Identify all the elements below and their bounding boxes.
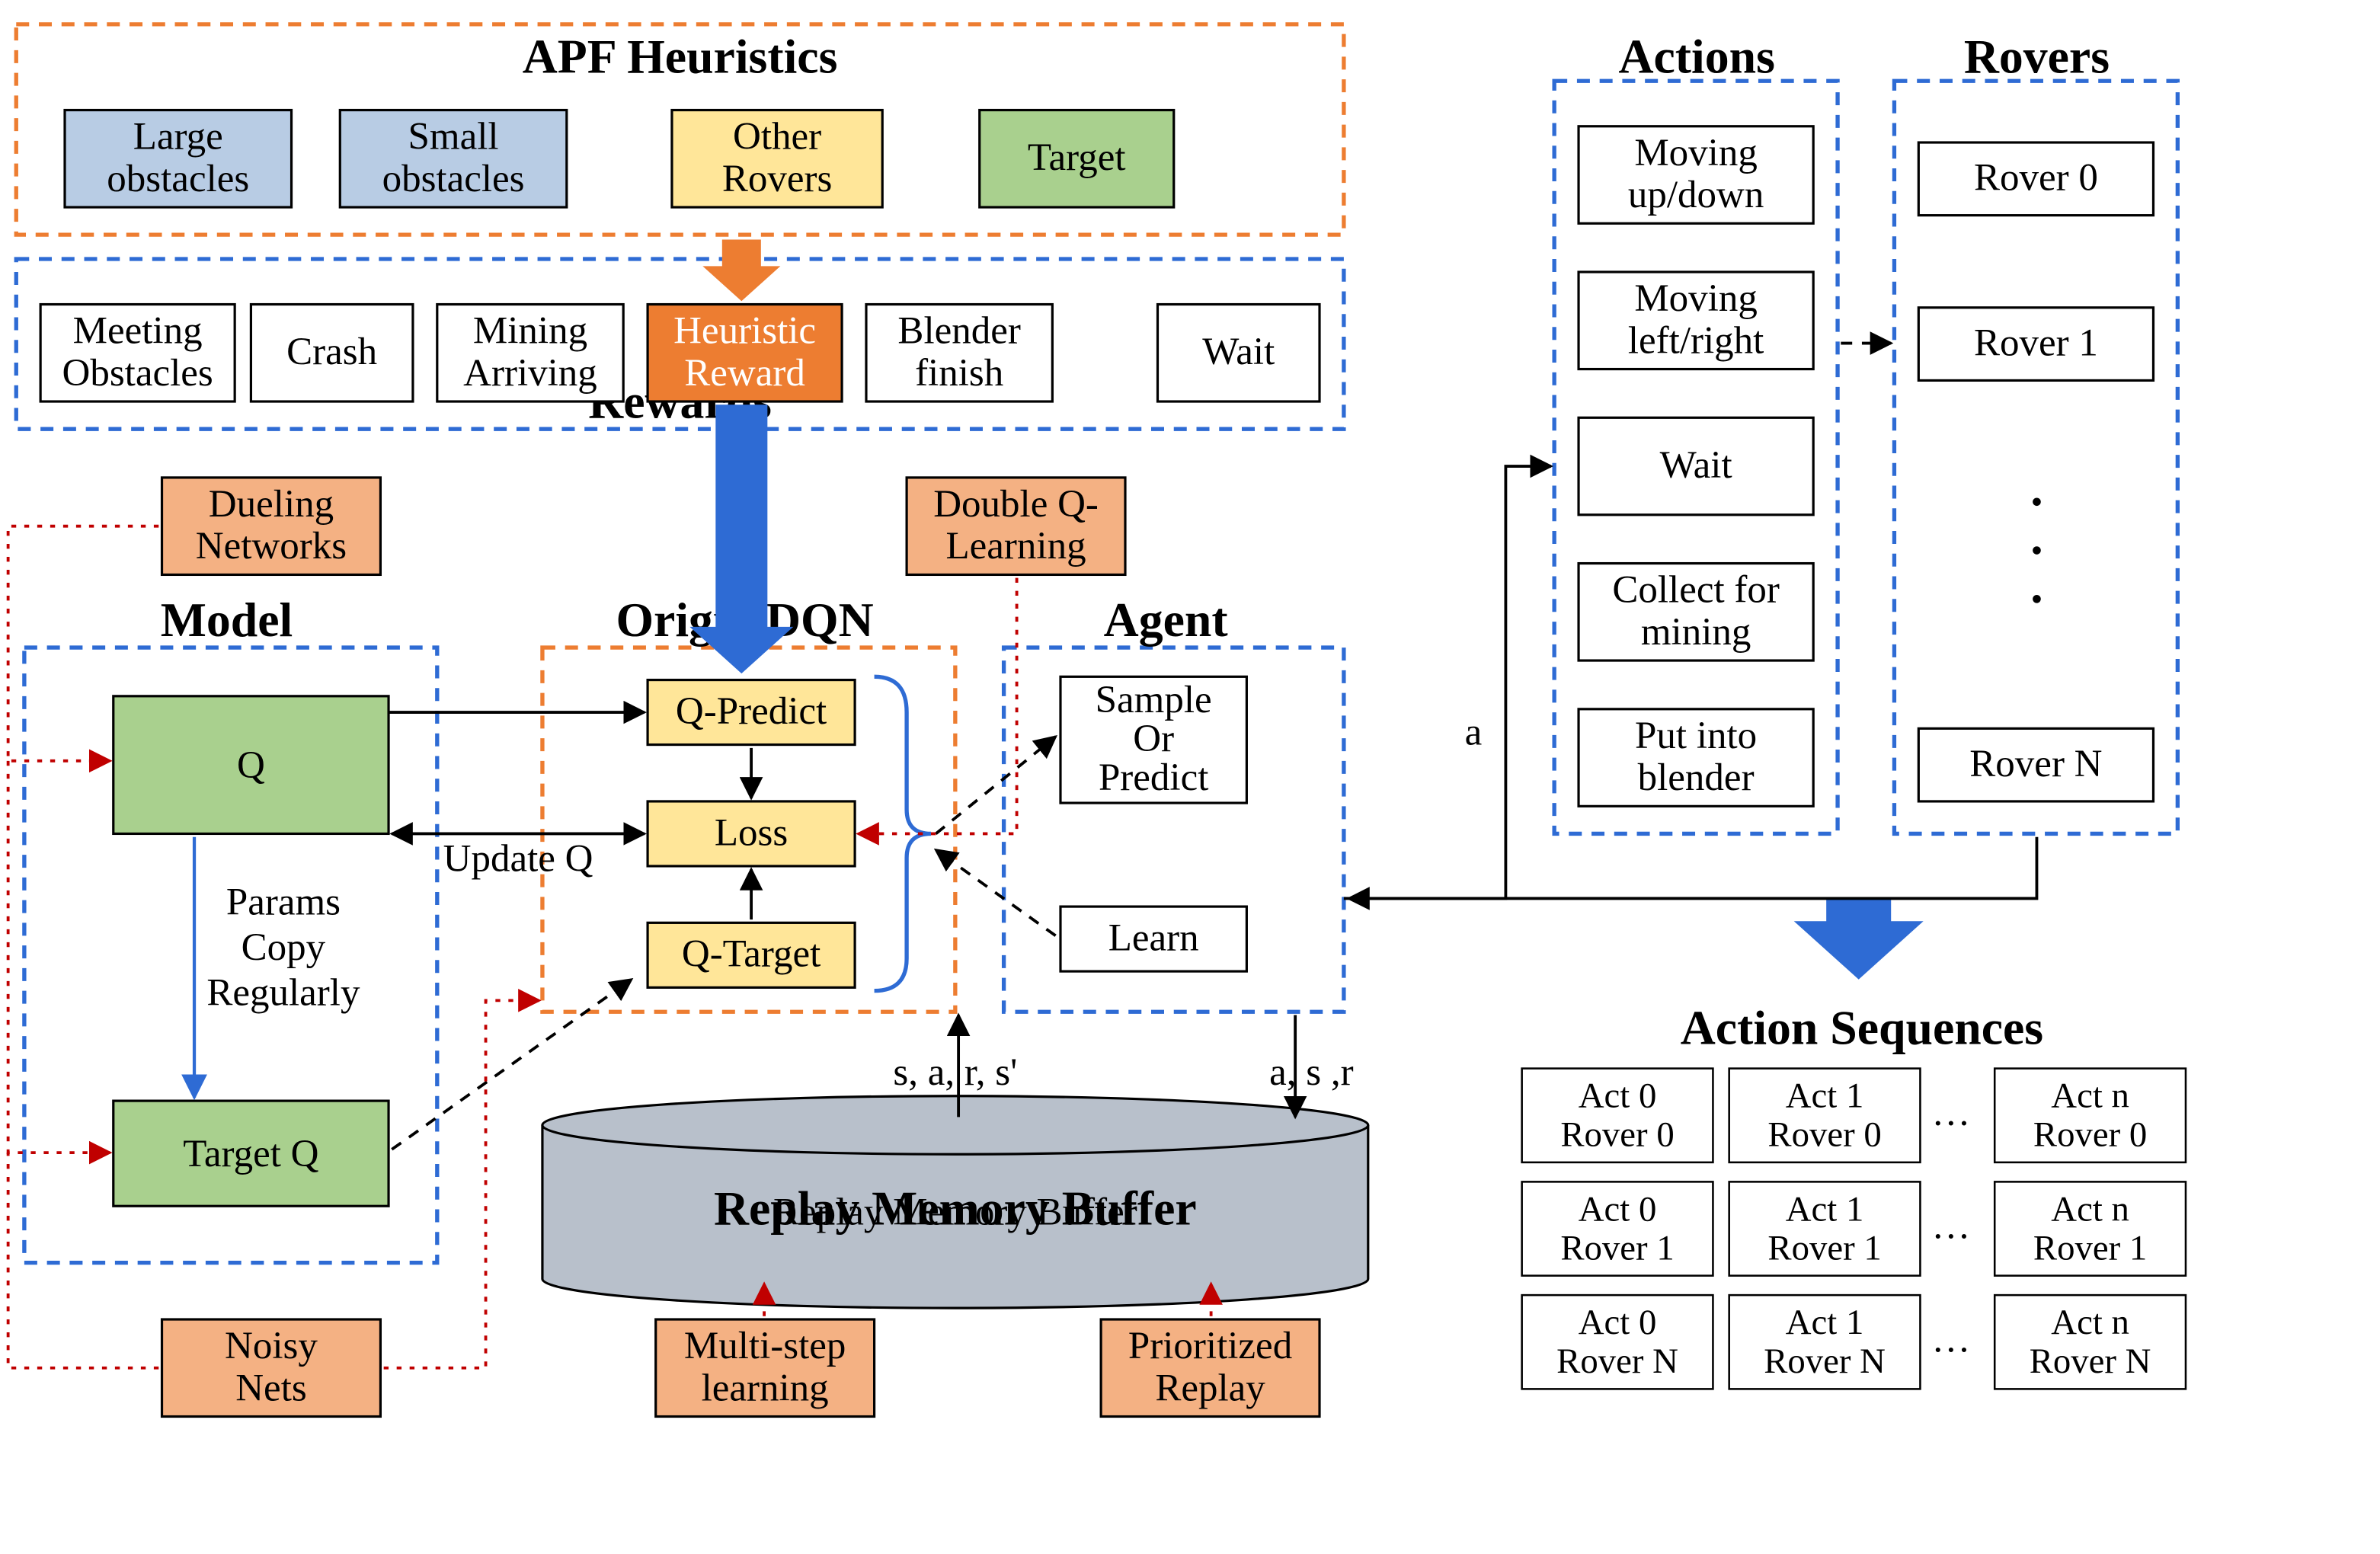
svg-text:Model: Model <box>161 593 293 647</box>
svg-text:Multi-step: Multi-step <box>684 1325 846 1367</box>
svg-text:Rover N: Rover N <box>2030 1341 2151 1381</box>
svg-text:…: … <box>1931 1205 1970 1248</box>
svg-text:Small: Small <box>408 116 499 158</box>
svg-text:Rover 1: Rover 1 <box>1767 1228 1881 1268</box>
svg-text:Sample: Sample <box>1096 679 1212 721</box>
fat-arrow <box>702 240 780 302</box>
svg-text:Rover 0: Rover 0 <box>1974 157 2098 200</box>
svg-text:APF Heuristics: APF Heuristics <box>523 30 838 84</box>
architecture-diagram: APF HeuristicsRewardsModelOrigin DQNAgen… <box>0 0 2380 1554</box>
svg-text:Act n: Act n <box>2051 1303 2129 1342</box>
svg-text:Other: Other <box>733 116 821 158</box>
svg-text:Mining: Mining <box>473 310 587 353</box>
svg-text:Learn: Learn <box>1108 916 1199 959</box>
svg-text:Act 1: Act 1 <box>1786 1189 1864 1229</box>
svg-text:Loss: Loss <box>715 811 788 854</box>
svg-text:learning: learning <box>702 1367 829 1409</box>
svg-text:Act n: Act n <box>2051 1076 2129 1116</box>
svg-text:Collect for: Collect for <box>1612 569 1780 612</box>
svg-text:Rover N: Rover N <box>1764 1341 1886 1381</box>
svg-text:Rover 1: Rover 1 <box>1560 1228 1674 1268</box>
svg-text:Nets: Nets <box>235 1367 306 1409</box>
svg-text:obstacles: obstacles <box>382 158 525 200</box>
svg-text:Action Sequences: Action Sequences <box>1681 1001 2043 1055</box>
svg-text:Act 0: Act 0 <box>1579 1303 1657 1342</box>
svg-text:Wait: Wait <box>1660 444 1732 487</box>
svg-text:Learning: Learning <box>946 525 1086 568</box>
svg-text:Dueling: Dueling <box>209 483 334 526</box>
svg-text:s, a, r, s': s, a, r, s' <box>893 1051 1017 1094</box>
svg-text:Update Q: Update Q <box>443 837 593 880</box>
svg-text:Target Q: Target Q <box>183 1133 318 1175</box>
svg-text:Rover 1: Rover 1 <box>1974 321 2098 364</box>
svg-text:Or: Or <box>1133 718 1174 760</box>
svg-text:Predict: Predict <box>1099 756 1208 799</box>
svg-text:Blender: Blender <box>897 310 1020 353</box>
fat-arrow <box>1794 898 1924 979</box>
svg-text:Obstacles: Obstacles <box>62 352 213 395</box>
svg-text:Noisy: Noisy <box>225 1325 318 1367</box>
svg-text:Large: Large <box>133 116 223 158</box>
svg-text:mining: mining <box>1641 611 1751 654</box>
svg-text:Agent: Agent <box>1104 593 1228 647</box>
svg-text:Q-Predict: Q-Predict <box>676 690 827 733</box>
svg-text:Rover N: Rover N <box>1969 743 2102 785</box>
svg-text:Act n: Act n <box>2051 1189 2129 1229</box>
svg-text:Crash: Crash <box>286 331 377 373</box>
svg-text:Rover 0: Rover 0 <box>1560 1115 1674 1155</box>
svg-text:obstacles: obstacles <box>107 158 249 200</box>
svg-text:Act 0: Act 0 <box>1579 1076 1657 1116</box>
svg-text:…: … <box>1931 1092 1970 1134</box>
svg-text:Put into: Put into <box>1635 715 1757 757</box>
svg-text:Meeting: Meeting <box>73 310 203 353</box>
svg-text:left/right: left/right <box>1628 319 1764 362</box>
svg-text:blender: blender <box>1638 756 1755 799</box>
svg-text:Arriving: Arriving <box>463 352 597 395</box>
svg-text:Rover 0: Rover 0 <box>2033 1115 2147 1155</box>
svg-text:Rover 1: Rover 1 <box>2033 1228 2147 1268</box>
svg-text:Replay Memory Buffer: Replay Memory Buffer <box>773 1191 1137 1234</box>
svg-text:Networks: Networks <box>196 525 347 568</box>
svg-text:Moving: Moving <box>1634 132 1758 174</box>
svg-text:Replay: Replay <box>1155 1367 1265 1409</box>
svg-text:Rovers: Rovers <box>722 158 832 200</box>
svg-text:a: a <box>1465 711 1483 754</box>
svg-text:Heuristic: Heuristic <box>673 310 816 353</box>
svg-text:Act 0: Act 0 <box>1579 1189 1657 1229</box>
svg-text:Prioritized: Prioritized <box>1128 1325 1292 1367</box>
svg-text:Act 1: Act 1 <box>1786 1303 1864 1342</box>
fat-arrow <box>689 404 793 673</box>
svg-text:Double Q-: Double Q- <box>933 483 1099 526</box>
svg-text:Reward: Reward <box>684 352 805 395</box>
svg-text:Q: Q <box>237 744 265 787</box>
svg-text:…: … <box>1931 1319 1970 1361</box>
svg-text:Actions: Actions <box>1618 30 1774 84</box>
svg-text:Params: Params <box>226 881 341 924</box>
svg-text:Target: Target <box>1028 136 1126 179</box>
svg-text:finish: finish <box>915 352 1003 395</box>
svg-text:Copy: Copy <box>242 926 326 969</box>
svg-text:up/down: up/down <box>1628 174 1764 216</box>
svg-text:Rovers: Rovers <box>1964 30 2110 84</box>
svg-text:Act 1: Act 1 <box>1786 1076 1864 1116</box>
svg-text:a, s ,r: a, s ,r <box>1269 1051 1353 1094</box>
svg-text:Rover N: Rover N <box>1556 1341 1678 1381</box>
svg-text:Wait: Wait <box>1202 331 1275 373</box>
svg-text:Rover 0: Rover 0 <box>1767 1115 1881 1155</box>
svg-text:Q-Target: Q-Target <box>682 933 821 976</box>
svg-text:Regularly: Regularly <box>206 972 360 1015</box>
svg-text:Moving: Moving <box>1634 277 1758 320</box>
